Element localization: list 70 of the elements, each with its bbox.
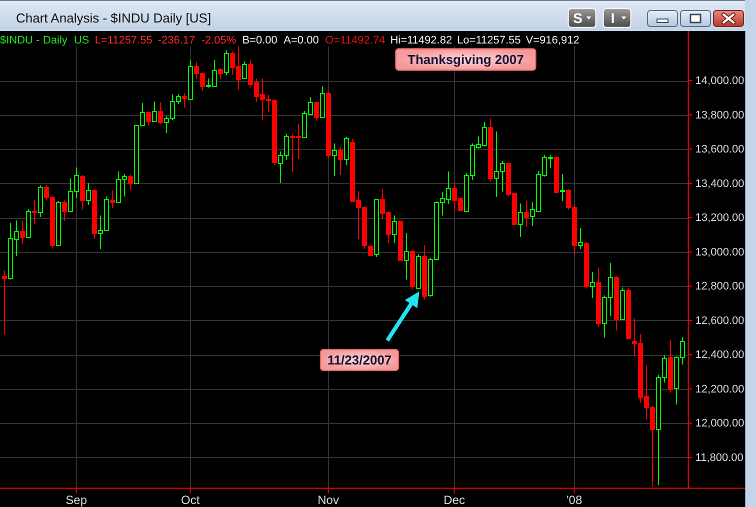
candlestick: [596, 266, 601, 328]
candlestick: [668, 340, 673, 393]
y-tick-label: 12,600.00: [695, 314, 744, 327]
candlestick: [422, 244, 427, 300]
candlestick: [20, 220, 25, 244]
candlestick: [242, 61, 247, 80]
candlestick: [620, 286, 625, 320]
x-tick-label: Oct: [180, 492, 200, 507]
x-tick-label: Sep: [66, 492, 88, 507]
x-tick-label: Nov: [318, 492, 339, 507]
y-tick-label: 13,600.00: [695, 144, 744, 156]
candlestick: [338, 146, 343, 176]
candlestick: [626, 288, 631, 340]
candlestick: [146, 111, 151, 126]
candlestick: [524, 200, 529, 228]
candlestick: [152, 101, 157, 122]
candlestick: [62, 200, 67, 222]
candlestick: [110, 190, 115, 208]
candlestick: [332, 142, 337, 176]
y-tick-label: 12,800.00: [695, 280, 744, 293]
candlestick: [554, 156, 559, 194]
candlestick: [584, 241, 589, 290]
y-tick-label: 13,200.00: [695, 212, 744, 224]
candlestick: [320, 86, 325, 118]
candlestick: [344, 136, 349, 166]
candlestick: [368, 244, 373, 256]
y-tick-label: 13,400.00: [695, 178, 744, 190]
candlestick: [314, 101, 319, 122]
candlestick: [326, 92, 331, 158]
candlestick: [614, 275, 619, 331]
candlestick: [56, 200, 61, 246]
candlestick: [128, 174, 133, 190]
candlestick: [26, 208, 31, 239]
annotation: Thanksgiving 2007: [408, 52, 524, 68]
y-tick-label: 11,800.00: [695, 452, 744, 464]
candlestick: [38, 185, 43, 218]
candlestick: [416, 254, 421, 289]
candlestick: [32, 200, 37, 224]
candlestick: [404, 232, 409, 280]
candlestick: [2, 270, 7, 335]
dropdown-button: S: [568, 8, 596, 28]
chart-title: Chart Analysis - $INDU Daily [US]: [16, 10, 212, 26]
candlestick: [158, 102, 163, 124]
candlestick: [374, 198, 379, 258]
y-tick-label: 14,000.00: [695, 75, 744, 88]
y-tick-label: 12,000.00: [695, 418, 744, 430]
candlestick: [590, 272, 595, 298]
candlestick: [398, 220, 403, 261]
y-tick-label: 12,200.00: [695, 383, 744, 396]
candlestick: [188, 60, 193, 100]
x-tick-label: Dec: [444, 492, 465, 507]
y-tick-label: 13,800.00: [695, 109, 744, 122]
text: $INDU - Daily US L=11257.55 -236.17 -2.05% B=0.00 A=0.00 O=11492.74 Hi=11492.82 Lo=11257.55 V=916,912: [0, 34, 580, 46]
candlestick: [86, 182, 91, 206]
candlestick: [578, 228, 583, 250]
annotation: 11/23/2007: [327, 352, 392, 368]
candlestick: [560, 174, 565, 202]
candlestick: [410, 249, 415, 290]
candlestick: [80, 174, 85, 210]
candlestick: [218, 68, 223, 80]
y-tick-label: 12,400.00: [695, 349, 744, 362]
y-tick-label: 13,000.00: [695, 246, 744, 258]
candlestick: [92, 189, 97, 240]
candlestick: [518, 203, 523, 238]
dropdown-button: I: [602, 8, 632, 28]
candlestick: [182, 92, 187, 108]
x-tick-label: '08: [566, 492, 582, 507]
candlestick: [488, 118, 493, 182]
candlestick: [392, 215, 397, 244]
candlestick: [224, 50, 229, 76]
